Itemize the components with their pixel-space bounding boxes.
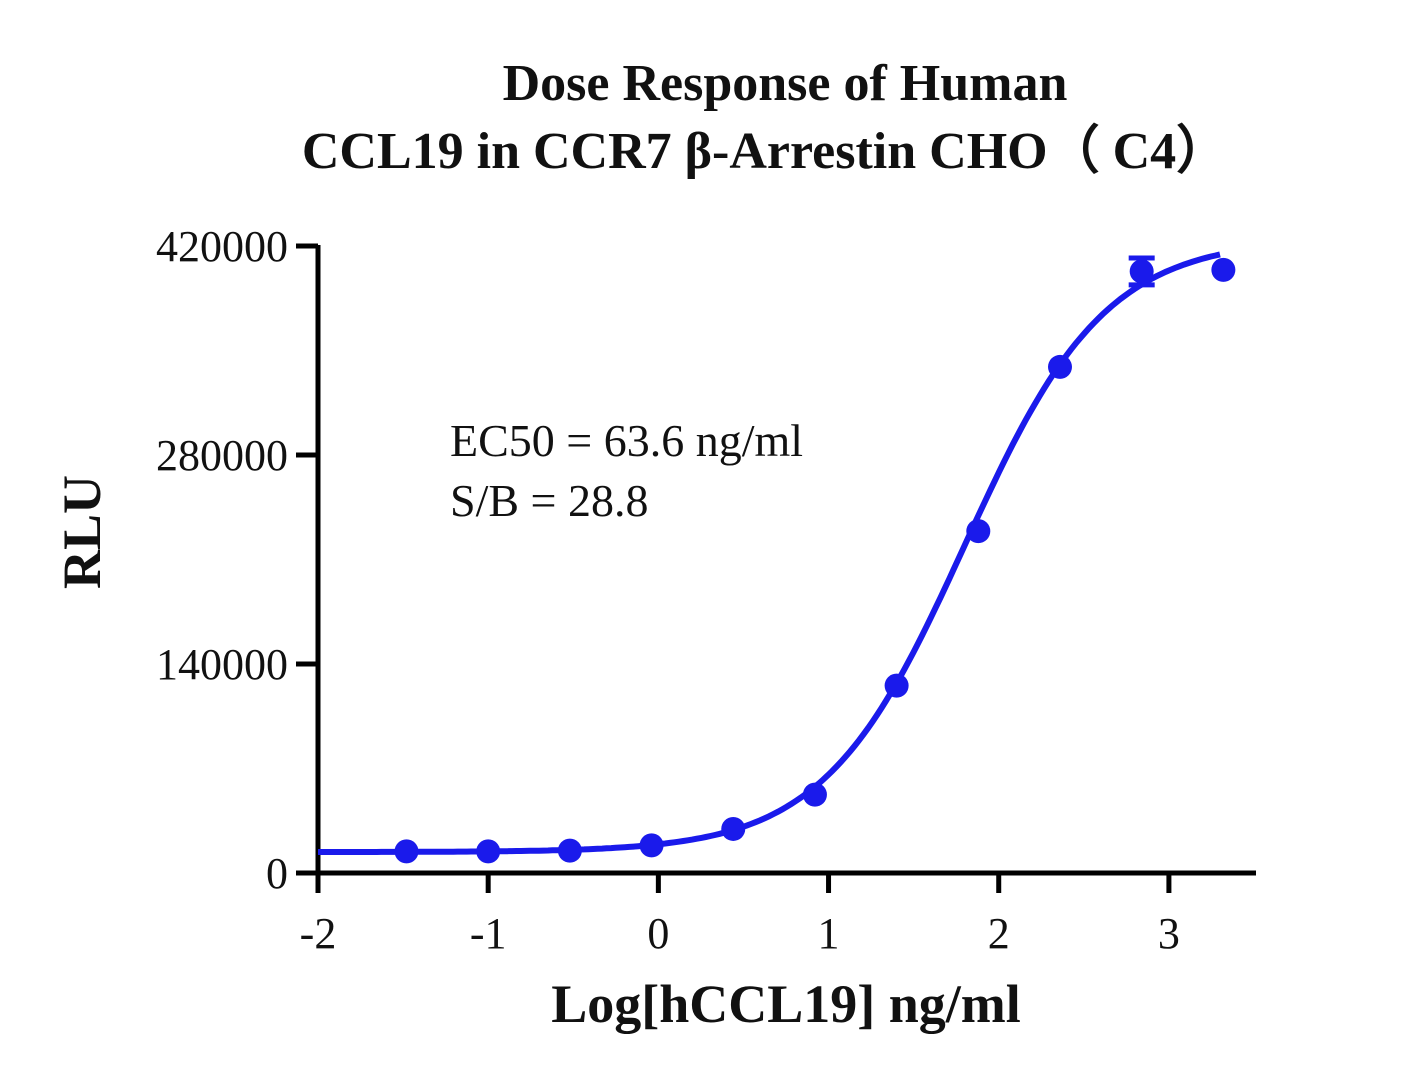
x-tick-label: -2 (300, 909, 337, 958)
chart-title-line-1: Dose Response of Human (503, 55, 1068, 112)
x-tick-label: 3 (1158, 909, 1180, 958)
data-point (802, 782, 827, 807)
data-point (966, 519, 991, 544)
fit-curve (318, 251, 1221, 855)
y-tick-label: 0 (266, 849, 288, 898)
y-tick-label: 280000 (156, 431, 288, 480)
y-axis-title: RLU (52, 475, 112, 589)
data-point (721, 816, 746, 841)
data-point (884, 673, 909, 698)
y-tick-label: 140000 (156, 640, 288, 689)
x-tick-label: -1 (470, 909, 507, 958)
x-ticks: -2 -1 0 1 2 3 (300, 873, 1180, 958)
annotation-ec50: EC50 = 63.6 ng/ml (450, 415, 803, 466)
x-axis-title: Log[hCCL19] ng/ml (551, 974, 1021, 1034)
x-tick-label: 0 (647, 909, 669, 958)
data-point (639, 833, 664, 858)
data-point (1047, 354, 1072, 379)
data-point (394, 839, 419, 864)
y-tick-label: 420000 (156, 222, 288, 271)
y-ticks: 0 140000 280000 420000 (156, 222, 318, 898)
x-tick-label: 1 (818, 909, 840, 958)
plot-area: 0 140000 280000 420000 -2 -1 0 1 2 3 (156, 222, 1256, 958)
data-point (1211, 257, 1236, 282)
data-point (557, 838, 582, 863)
chart-title-line-2: CCL19 in CCR7 β-Arrestin CHO（ C4） (302, 122, 1228, 180)
data-points (394, 257, 1236, 864)
x-tick-label: 2 (988, 909, 1010, 958)
annotation-sb: S/B = 28.8 (450, 475, 649, 526)
data-point (476, 839, 501, 864)
data-point (1129, 259, 1154, 284)
